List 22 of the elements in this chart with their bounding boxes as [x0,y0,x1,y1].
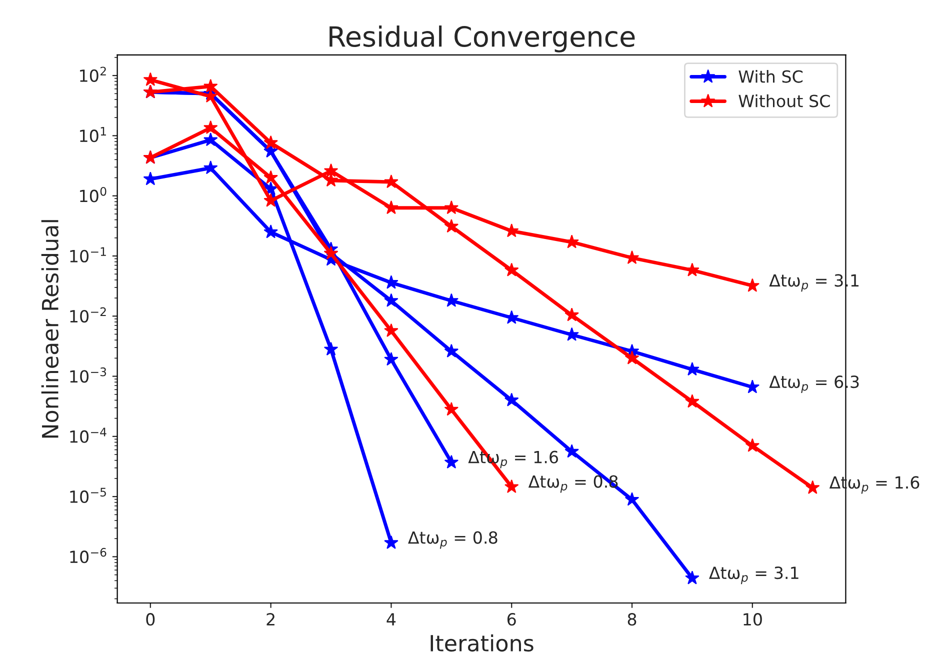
x-tick-label: 8 [628,613,636,626]
y-tick-label: 10$^{1}$ [80,127,106,142]
y-tick-label: 10$^{−2}$ [70,307,106,323]
y-tick-label: 10$^{−4}$ [70,428,106,443]
y-tick-label: 10$^{2}$ [80,66,106,82]
x-axis-title: Iterations [430,634,534,652]
y-tick-label: 10$^{0}$ [80,186,106,202]
annotation: Δtω$_{p}$ = 0.8 [408,531,498,549]
x-tick-label: 4 [386,613,396,626]
annotation: Δtω$_{p}$ = 3.1 [709,566,798,584]
y-tick-label: 10$^{−5}$ [70,488,106,504]
y-tick-label: 10$^{−3}$ [70,367,106,383]
legend-label: Without SC [738,94,830,108]
x-tick-label: 6 [507,613,516,626]
y-tick-label: 10$^{−1}$ [70,247,106,262]
x-tick-label: 10 [744,613,762,626]
legend-label: With SC [738,70,803,83]
x-tick-label: 0 [146,613,155,626]
x-tick-label: 2 [266,613,274,626]
chart-title: Residual Convergence [330,26,635,52]
y-tick-label: 10$^{−6}$ [70,548,106,564]
y-axis-title: Nonlineaer Residual [41,220,59,438]
